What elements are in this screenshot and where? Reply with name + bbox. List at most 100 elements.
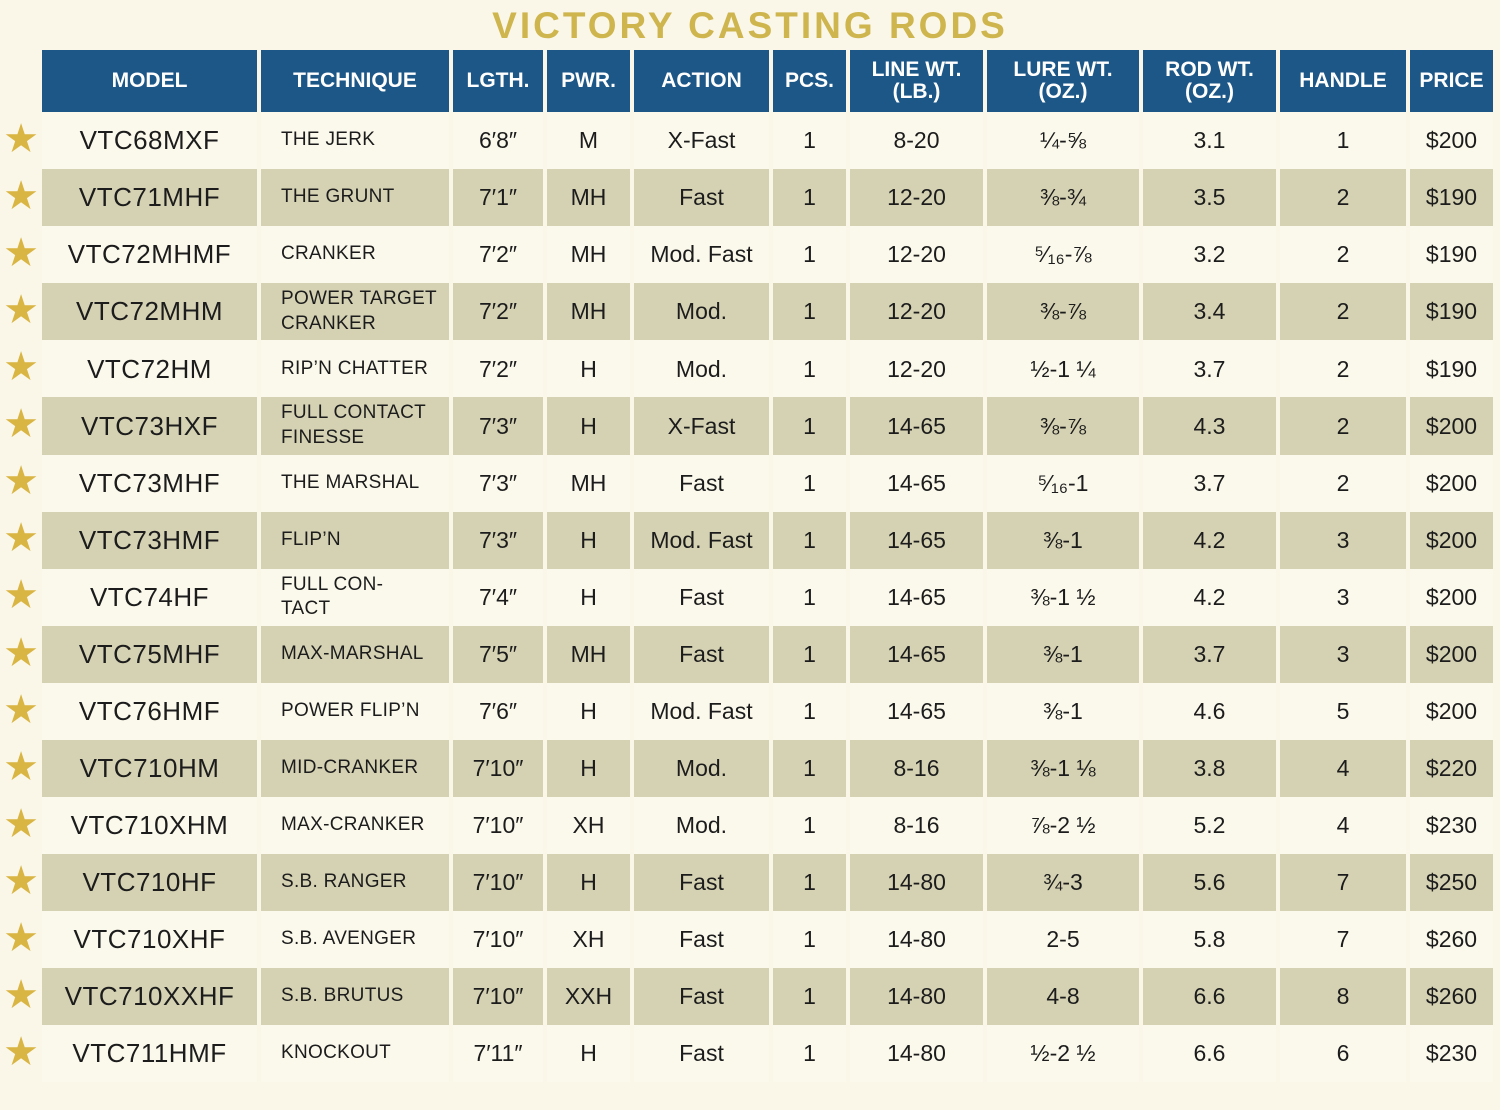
header-cells: MODEL TECHNIQUE LGTH. PWR. ACTION	[42, 50, 1493, 112]
lure-weight-cell: 4-8	[983, 968, 1139, 1026]
column-header-technique: TECHNIQUE	[257, 50, 449, 112]
technique-cell: FULL CON- TACT	[257, 568, 449, 627]
action-cell: Fast	[630, 968, 769, 1026]
rod-weight-cell: 5.8	[1139, 911, 1276, 969]
line-weight-cell: 14-65	[846, 683, 983, 741]
line-weight-cell: 12-20	[846, 340, 983, 398]
row-cells: VTC73HXF FULL CONTACT FINESSE 7′3″ H X-F…	[42, 397, 1493, 455]
row-cells: VTC74HF FULL CON- TACT 7′4″ H Fast 1 14-…	[42, 568, 1493, 627]
star-icon: ★	[3, 1029, 39, 1074]
length-cell: 7′3″	[449, 454, 543, 512]
star-gutter: ★	[0, 968, 42, 1025]
column-header-label: ACTION	[661, 68, 742, 92]
star-gutter: ★	[0, 283, 42, 340]
star-gutter: ★	[0, 626, 42, 683]
pieces-cell: 1	[769, 568, 846, 627]
lure-weight-cell: ⅜-1	[983, 683, 1139, 741]
row-cells: VTC76HMF POWER FLIP’N 7′6″ H Mod. Fast 1…	[42, 683, 1493, 741]
handle-cell: 2	[1276, 454, 1406, 512]
row-cells: VTC710HM MID-CRANKER 7′10″ H Mod. 1 8-16…	[42, 740, 1493, 798]
model-cell: VTC73MHF	[78, 468, 221, 498]
handle-cell: 6	[1276, 1025, 1406, 1083]
technique-cell: THE MARSHAL	[257, 454, 449, 512]
length-cell: 7′6″	[449, 683, 543, 741]
length-cell: 7′2″	[449, 340, 543, 398]
price-cell: $190	[1406, 169, 1493, 226]
lure-weight-cell: ⅜-1	[983, 511, 1139, 569]
price-cell: $200	[1406, 683, 1493, 741]
star-icon: ★	[3, 116, 39, 161]
table-row: ★ VTC710HM MID-CRANKER 7′10″ H Mod. 1 8-…	[0, 740, 1493, 798]
star-icon: ★	[3, 687, 39, 732]
rod-weight-cell: 5.2	[1139, 797, 1276, 855]
column-header-label: PWR.	[561, 68, 616, 92]
model-cell: VTC711HMF	[72, 1038, 227, 1069]
action-cell: Fast	[630, 911, 769, 969]
pieces-cell: 1	[769, 454, 846, 512]
rod-weight-cell: 3.8	[1139, 740, 1276, 798]
table-row: ★ VTC72HM RIP’N CHATTER 7′2″ H Mod. 1 12…	[0, 340, 1493, 398]
rod-weight-cell: 3.7	[1139, 340, 1276, 398]
handle-cell: 2	[1276, 340, 1406, 398]
action-cell: Fast	[630, 568, 769, 627]
power-cell: MH	[543, 283, 630, 341]
line-weight-cell: 14-80	[846, 968, 983, 1026]
table-row: ★ VTC74HF FULL CON- TACT 7′4″ H Fast 1 1…	[0, 568, 1493, 627]
lure-weight-cell: ⁵⁄₁₆-1	[983, 454, 1139, 512]
length-cell: 7′3″	[449, 397, 543, 455]
column-header-length: LGTH.	[449, 50, 543, 112]
pieces-cell: 1	[769, 511, 846, 569]
power-cell: MH	[543, 226, 630, 283]
star-gutter: ★	[0, 340, 42, 397]
power-cell: MH	[543, 169, 630, 226]
handle-cell: 4	[1276, 740, 1406, 798]
rod-weight-cell: 3.4	[1139, 283, 1276, 341]
star-gutter: ★	[0, 1025, 42, 1082]
column-header-sub: (OZ.)	[1038, 80, 1088, 103]
handle-cell: 1	[1276, 112, 1406, 169]
lure-weight-cell: ½-1 ¼	[983, 340, 1139, 398]
length-cell: 7′5″	[449, 626, 543, 684]
technique-cell: THE JERK	[257, 112, 449, 169]
star-gutter: ★	[0, 512, 42, 569]
handle-cell: 2	[1276, 226, 1406, 283]
pieces-cell: 1	[769, 283, 846, 341]
price-cell: $200	[1406, 112, 1493, 169]
lure-weight-cell: ⅜-⅞	[983, 283, 1139, 341]
star-icon: ★	[3, 173, 39, 218]
star-gutter: ★	[0, 455, 42, 512]
table-body: ★ VTC68MXF THE JERK 6′8″ M X-Fast 1 8-20…	[0, 112, 1493, 1083]
star-gutter: ★	[0, 169, 42, 226]
action-cell: Fast	[630, 454, 769, 512]
power-cell: MH	[543, 454, 630, 512]
star-icon: ★	[3, 230, 39, 275]
model-cell: VTC76HMF	[78, 696, 221, 727]
price-cell: $200	[1406, 511, 1493, 569]
rod-weight-cell: 3.1	[1139, 112, 1276, 169]
column-header-label: HANDLE	[1299, 68, 1387, 92]
price-cell: $260	[1406, 911, 1493, 969]
power-cell: XH	[543, 797, 630, 855]
column-header-line-weight: LINE WT. (LB.)	[846, 50, 983, 112]
star-gutter: ★	[0, 226, 42, 283]
price-cell: $220	[1406, 740, 1493, 798]
length-cell: 7′10″	[449, 854, 543, 912]
length-cell: 7′10″	[449, 740, 543, 798]
price-cell: $190	[1406, 340, 1493, 398]
pieces-cell: 1	[769, 1025, 846, 1083]
table-row: ★ VTC710XXHF S.B. BRUTUS 7′10″ XXH Fast …	[0, 968, 1493, 1026]
column-header-label: LURE WT.	[1013, 57, 1113, 81]
lure-weight-cell: ⅞-2 ½	[983, 797, 1139, 855]
handle-cell: 2	[1276, 169, 1406, 226]
handle-cell: 5	[1276, 683, 1406, 741]
line-weight-cell: 8-16	[846, 740, 983, 798]
row-cells: VTC68MXF THE JERK 6′8″ M X-Fast 1 8-20 ¼…	[42, 112, 1493, 169]
rod-weight-cell: 4.2	[1139, 568, 1276, 627]
line-weight-cell: 14-65	[846, 626, 983, 684]
lure-weight-cell: ¼-⅝	[983, 112, 1139, 169]
power-cell: XH	[543, 911, 630, 969]
power-cell: H	[543, 340, 630, 398]
column-header-sub: (LB.)	[892, 80, 941, 103]
action-cell: Fast	[630, 169, 769, 226]
model-cell: VTC72MHMF	[67, 239, 232, 270]
